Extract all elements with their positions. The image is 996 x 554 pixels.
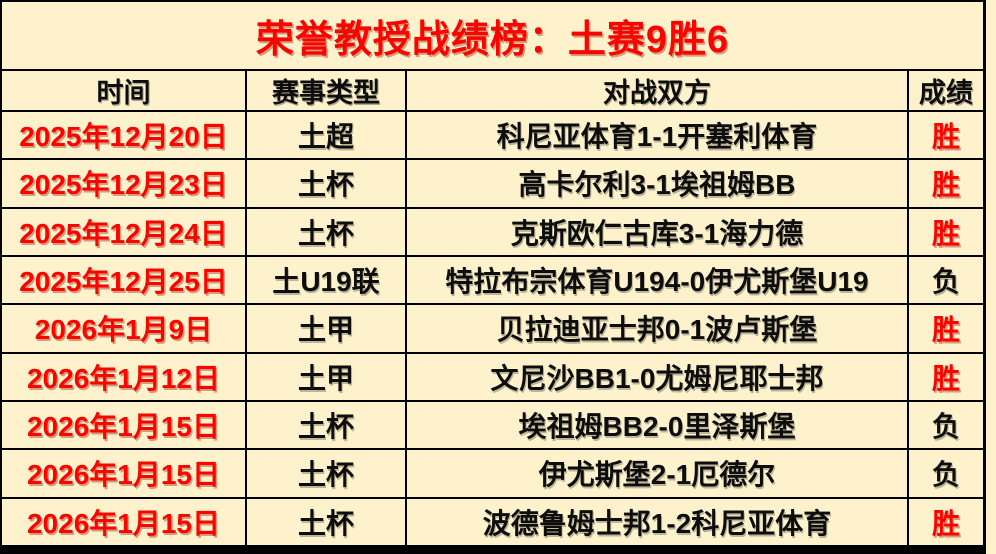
match-teams-score: 克斯欧仁古库3-1海力德 <box>407 208 909 255</box>
match-result: 胜 <box>931 169 960 201</box>
match-date: 2025年12月24日 <box>2 208 247 255</box>
match-league: 土超 <box>247 112 407 159</box>
match-date: 2026年1月9日 <box>2 305 247 352</box>
match-league: 土杯 <box>247 208 407 255</box>
match-result: 胜 <box>931 217 960 249</box>
match-teams-score: 贝拉迪亚士邦0-1波卢斯堡 <box>407 305 909 352</box>
match-league: 土杯 <box>247 160 407 207</box>
match-result: 胜 <box>931 121 960 153</box>
header-league-type: 赛事类型 <box>247 71 407 110</box>
table-row: 2026年1月15日 土杯 伊尤斯堡2-1厄德尔 负 <box>2 448 983 497</box>
match-date: 2025年12月23日 <box>2 160 247 207</box>
match-league: 土U19联 <box>247 256 407 304</box>
match-teams-score: 科尼亚体育1-1开塞利体育 <box>407 112 909 159</box>
header-result: 成绩 <box>919 78 973 108</box>
table-row: 2025年12月25日 土U19联 特拉布宗体育U194-0伊尤斯堡U19 负 <box>2 254 983 304</box>
match-teams-score: 特拉布宗体育U194-0伊尤斯堡U19 <box>407 256 909 304</box>
table-title: 荣誉教授战绩榜：土赛9胜6 <box>255 19 730 61</box>
match-league: 土甲 <box>247 305 407 352</box>
match-date: 2025年12月25日 <box>2 256 247 304</box>
match-league: 土杯 <box>247 498 407 545</box>
table-row: 2025年12月20日 土超 科尼亚体育1-1开塞利体育 胜 <box>2 110 983 159</box>
match-date: 2026年1月15日 <box>2 450 247 497</box>
match-result: 负 <box>931 459 960 491</box>
table-row: 2025年12月23日 土杯 高卡尔利3-1埃祖姆BB 胜 <box>2 158 983 207</box>
match-teams-score: 高卡尔利3-1埃祖姆BB <box>407 160 909 207</box>
header-time: 时间 <box>2 71 247 110</box>
table-row: 2026年1月9日 土甲 贝拉迪亚士邦0-1波卢斯堡 胜 <box>2 303 983 352</box>
match-teams-score: 波德鲁姆士邦1-2科尼亚体育 <box>407 498 909 545</box>
match-result: 胜 <box>931 507 960 539</box>
match-date: 2026年1月15日 <box>2 401 247 449</box>
match-result: 胜 <box>931 314 960 346</box>
header-row: 时间 赛事类型 对战双方 成绩 <box>2 69 983 110</box>
match-teams-score: 伊尤斯堡2-1厄德尔 <box>407 450 909 497</box>
table-row: 2025年12月24日 土杯 克斯欧仁古库3-1海力德 胜 <box>2 206 983 255</box>
match-league: 土杯 <box>247 450 407 497</box>
match-league: 土杯 <box>247 401 407 449</box>
table-row: 2026年1月12日 土甲 文尼沙BB1-0尤姆尼耶士邦 胜 <box>2 351 983 400</box>
match-result: 负 <box>931 266 960 298</box>
match-result: 负 <box>931 411 960 443</box>
match-league: 土甲 <box>247 353 407 400</box>
match-date: 2026年1月12日 <box>2 353 247 400</box>
match-teams-score: 埃祖姆BB2-0里泽斯堡 <box>407 401 909 449</box>
match-teams-score: 文尼沙BB1-0尤姆尼耶士邦 <box>407 353 909 400</box>
table-row: 2026年1月15日 土杯 波德鲁姆士邦1-2科尼亚体育 胜 <box>2 496 983 545</box>
match-result: 胜 <box>931 362 960 394</box>
match-date: 2026年1月15日 <box>2 498 247 545</box>
header-matchup: 对战双方 <box>407 71 909 110</box>
table-row: 2026年1月15日 土杯 埃祖姆BB2-0里泽斯堡 负 <box>2 399 983 449</box>
match-date: 2025年12月20日 <box>2 112 247 159</box>
